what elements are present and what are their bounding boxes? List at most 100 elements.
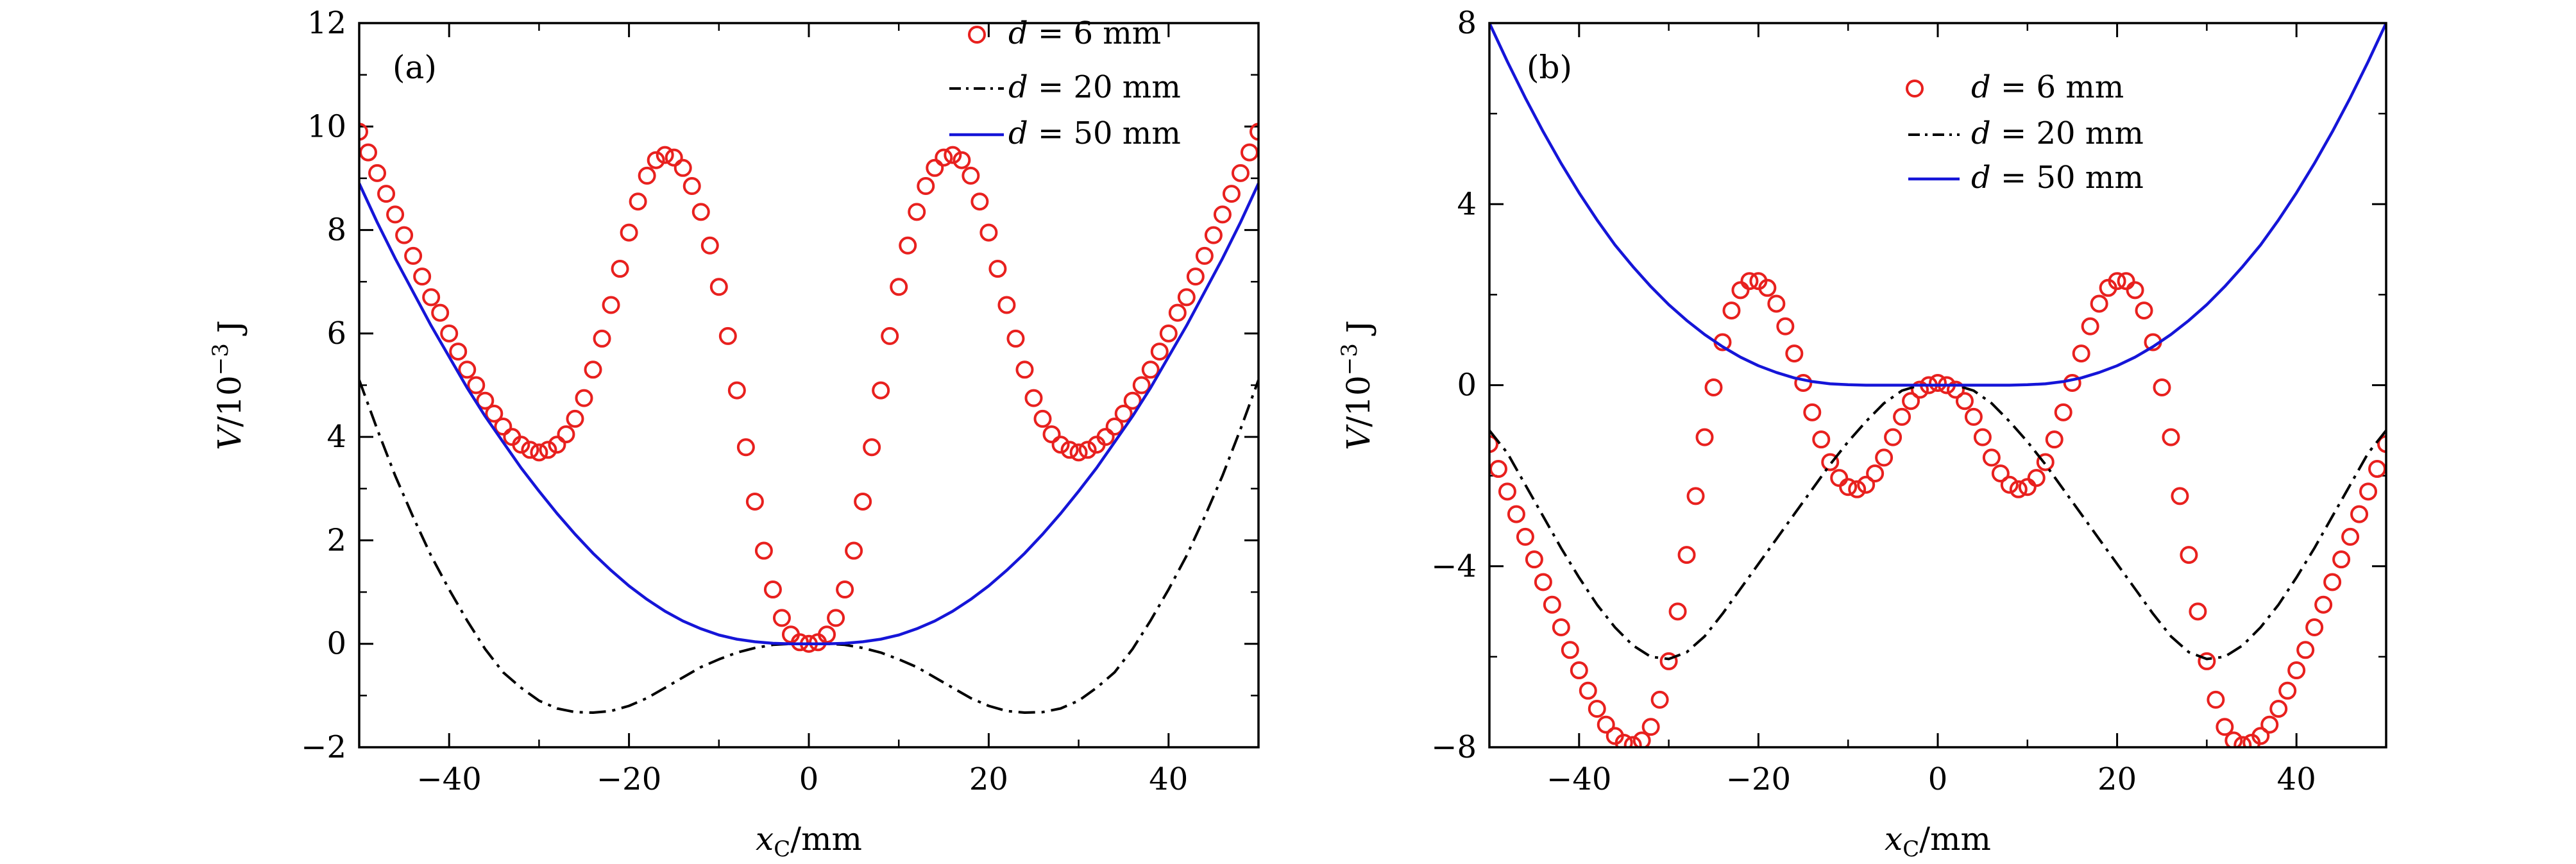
data-point-d6: [772, 609, 791, 627]
legend-label: d = 50 mm: [1008, 115, 1181, 151]
x-tick-label: −40: [417, 761, 482, 797]
data-point-d6: [935, 148, 953, 167]
x-tick-label: 40: [1149, 761, 1188, 797]
data-point-d6: [881, 326, 899, 345]
data-point-d6: [1051, 436, 1070, 454]
data-point-d6: [1866, 464, 1885, 483]
data-point-d6: [970, 192, 989, 211]
data-point-d6: [1132, 376, 1151, 394]
legend: d = 6 mm d = 20 mm d = 50 mm: [1906, 69, 2144, 196]
data-point-d6: [1623, 736, 1642, 747]
x-tick-label: −20: [597, 761, 661, 797]
x-tick-label: 0: [799, 761, 819, 797]
data-point-d6: [1758, 278, 1777, 297]
data-point-d6: [845, 541, 863, 560]
legend: d = 6 mm d = 20 mm d = 50 mm: [949, 15, 1181, 151]
data-point-d6: [1677, 546, 1696, 564]
data-point-d6: [1973, 428, 1992, 446]
data-point-d6: [1812, 430, 1831, 449]
data-point-d6: [575, 389, 593, 407]
data-point-d6: [530, 443, 548, 462]
data-point-d6: [1570, 661, 1588, 680]
data-point-d6: [854, 492, 872, 511]
data-point-d6: [1240, 143, 1258, 162]
data-point-d6: [709, 278, 728, 296]
data-point-d6: [1006, 329, 1025, 348]
data-point-d6: [1731, 281, 1750, 300]
data-point-d6: [1659, 652, 1678, 670]
data-point-d6: [485, 404, 504, 423]
data-point-d6: [1525, 550, 1543, 569]
data-point-d6: [2189, 602, 2207, 621]
data-point-d6: [1123, 391, 1142, 410]
y-tick-label: 8: [326, 212, 346, 248]
data-point-d6: [638, 166, 656, 185]
data-point-d6: [718, 326, 737, 345]
data-point-d6: [1875, 448, 1894, 467]
data-point-d6: [656, 146, 674, 164]
x-tick-label: −20: [1726, 761, 1791, 797]
data-point-d6: [682, 177, 701, 196]
data-point-d6: [2162, 428, 2180, 446]
data-point-d6: [727, 381, 746, 400]
legend-label: d = 50 mm: [1971, 160, 2144, 196]
data-point-d6: [890, 278, 908, 296]
data-point-d6: [1579, 681, 1597, 700]
y-tick-label: 0: [326, 626, 346, 662]
data-point-d6: [368, 164, 387, 182]
y-tick-label: −2: [301, 729, 346, 765]
data-point-d6: [1042, 425, 1061, 444]
data-point-d6: [2180, 546, 2198, 564]
data-point-d6: [1204, 226, 1223, 244]
data-point-d6: [1946, 380, 1965, 399]
data-point-d6: [2368, 460, 2386, 479]
data-point-d6: [2251, 727, 2270, 745]
data-point-d6: [908, 203, 926, 221]
data-point-d6: [944, 146, 962, 164]
y-tick-label: −8: [1431, 729, 1477, 765]
data-point-d6: [2332, 550, 2351, 569]
data-point-d6: [1033, 409, 1052, 428]
data-point-d6: [566, 409, 584, 428]
data-point-d6: [1489, 460, 1507, 479]
data-point-d6: [1686, 487, 1705, 505]
data-point-d6: [2009, 480, 2028, 498]
data-point-d6: [1159, 324, 1178, 343]
panel-label: (b): [1527, 49, 1572, 86]
data-point-d6: [691, 203, 710, 221]
data-point-d6: [1069, 443, 1088, 462]
data-point-d6: [1830, 469, 1849, 487]
data-point-d6: [1105, 418, 1124, 436]
data-point-d6: [2350, 505, 2369, 523]
data-point-d6: [1150, 343, 1169, 361]
panel-label: (a): [393, 49, 437, 86]
data-point-d6: [2117, 272, 2135, 291]
data-point-d6: [1839, 478, 1858, 496]
data-point-d6: [745, 492, 764, 511]
data-point-d6: [629, 192, 647, 211]
data-point-d6: [1704, 378, 1723, 397]
data-point-d6: [2153, 378, 2171, 397]
x-axis-label: xC/mm: [756, 820, 862, 862]
data-point-d6: [1141, 360, 1160, 379]
data-point-d6: [2269, 700, 2288, 718]
data-point-d6: [979, 223, 998, 242]
data-point-d6: [872, 381, 890, 400]
data-point-d6: [548, 436, 566, 454]
data-point-d6: [2063, 373, 2081, 392]
data-point-d6: [1489, 435, 1498, 453]
data-point-d6: [521, 441, 539, 459]
series-line-d50: [1489, 23, 2386, 387]
data-point-d6: [2296, 641, 2315, 659]
y-tick-label: 10: [307, 108, 346, 144]
data-point-d6: [1884, 428, 1902, 446]
x-tick-label: −40: [1546, 761, 1611, 797]
data-point-d6: [2171, 487, 2189, 505]
data-point-d6: [863, 438, 881, 457]
data-point-d6: [2341, 527, 2360, 546]
data-point-d6: [1821, 453, 1840, 471]
data-point-d6: [593, 329, 611, 348]
data-point-d6: [512, 436, 530, 454]
